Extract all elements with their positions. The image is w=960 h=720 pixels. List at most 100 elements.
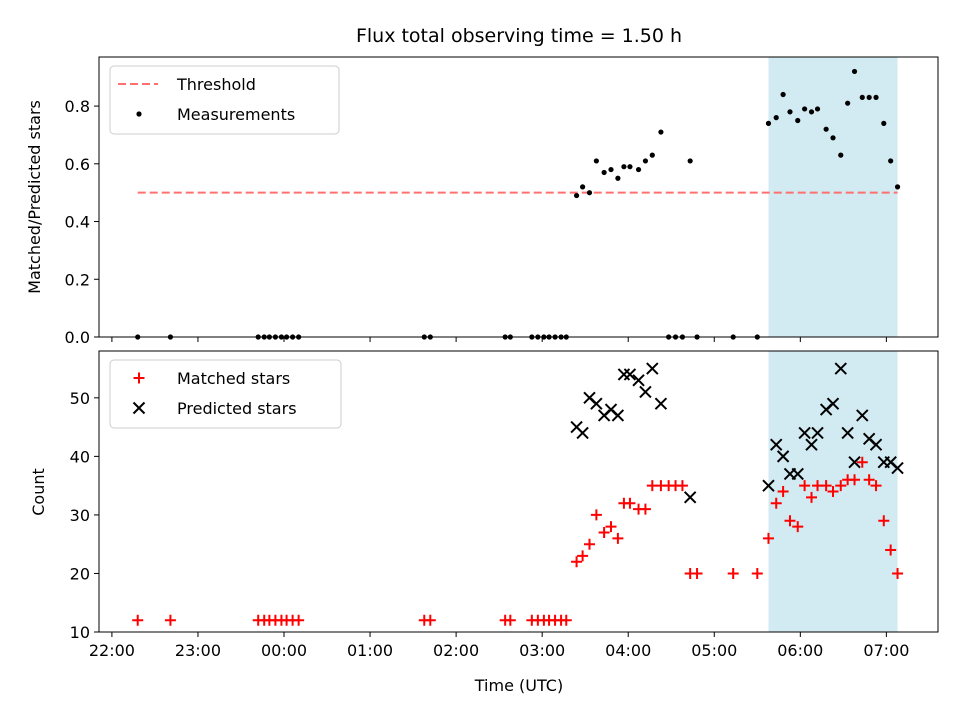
matched-stars-point [792, 521, 804, 533]
predicted-stars-point [826, 397, 840, 410]
x-tick-label: 03:00 [519, 641, 565, 660]
legend-measurements-swatch [136, 111, 142, 117]
count-panel: 10 20 30 40 50 22:00 23:00 00:00 01:00 02:00 03:0… [29, 350, 939, 660]
matched-stars-point [806, 491, 818, 503]
x-tick-label: 07:00 [863, 641, 909, 660]
measurements-point [866, 94, 872, 101]
measurements-point [845, 100, 851, 106]
legend-measurements-label: Measurements [177, 105, 295, 124]
x-tick: 04:00 [605, 632, 651, 660]
matched-stars-point [878, 515, 890, 527]
matched-stars-point [863, 474, 875, 486]
chart-title: Flux total observing time = 1.50 h [356, 25, 682, 47]
predicted-stars-point [811, 426, 824, 440]
matched-stars-point [132, 614, 144, 626]
measurements-point [802, 106, 808, 112]
measurements-point [593, 158, 599, 164]
predicted-stars-point [856, 409, 869, 422]
matched-stars-point [560, 614, 572, 626]
predicted-stars-point [891, 461, 904, 475]
matched-stars-point [856, 456, 868, 468]
measurements-point [780, 91, 786, 98]
matched-stars-point [424, 614, 436, 626]
matched-stars-point [820, 480, 832, 492]
matched-stars-point [885, 544, 897, 556]
predicted-stars-point [646, 362, 659, 375]
y-tick: 0.6 [65, 155, 99, 174]
y-tick-label: 40 [70, 447, 90, 466]
predicted-stars-point [770, 438, 783, 451]
predicted-stars-point [632, 374, 645, 387]
x-tick-label: 04:00 [605, 641, 651, 660]
predicted-stars-point [834, 362, 847, 375]
measurements-point [823, 126, 829, 132]
x-tick: 23:00 [175, 632, 221, 660]
x-tick-label: 23:00 [175, 641, 221, 660]
predicted-stars-point [611, 409, 625, 422]
predicted-stars-point [639, 385, 652, 399]
matched-stars-point [598, 526, 610, 538]
ratio-panel-y-ticks: 0.0 0.2 0.4 0.6 0.8 [65, 97, 99, 347]
x-tick-label: 02:00 [433, 641, 479, 660]
measurements-point [586, 190, 593, 196]
measurements-point [642, 158, 649, 164]
x-tick: 02:00 [433, 632, 479, 660]
y-tick: 30 [70, 506, 99, 525]
matched-stars-point [293, 614, 305, 626]
y-tick: 20 [70, 564, 99, 583]
y-tick: 10 [70, 623, 99, 642]
measurements-point [687, 158, 693, 164]
matched-stars-point [892, 567, 904, 579]
x-tick-label: 06:00 [777, 641, 823, 660]
count-panel-marks [132, 362, 904, 626]
matched-stars-point [835, 480, 847, 492]
legend-matched-stars-label: Matched stars [177, 369, 290, 388]
y-tick-label: 30 [70, 506, 90, 525]
matched-stars-point [590, 509, 602, 521]
predicted-stars-point [762, 479, 775, 492]
y-tick-label: 20 [70, 564, 90, 583]
y-tick-label: 0.2 [65, 270, 90, 289]
legend-predicted-stars-label: Predicted stars [177, 399, 297, 418]
count-panel-x-ticks: 22:00 23:00 00:00 01:00 02:00 03:00 04:00 05:00… [89, 632, 909, 660]
ratio-panel-y-axis-title: Matched/Predicted stars [25, 100, 44, 294]
measurements-point [859, 94, 865, 101]
ratio-panel-frame [98, 56, 939, 338]
measurements-point [601, 169, 607, 176]
matched-stars-point [639, 503, 651, 515]
y-tick: 0.0 [65, 328, 99, 347]
matched-stars-point [870, 480, 882, 492]
matched-stars-point [577, 550, 589, 562]
y-tick-label: 0.8 [65, 97, 90, 116]
predicted-stars-point [798, 426, 811, 440]
measurements-point [795, 117, 801, 124]
measurements-point [649, 152, 655, 158]
y-tick-label: 0.0 [65, 328, 90, 347]
y-tick: 50 [70, 389, 99, 408]
measurements-point [851, 68, 858, 75]
x-tick-label: 00:00 [261, 641, 307, 660]
matched-stars-point [770, 497, 782, 509]
predicted-stars-point [869, 438, 883, 451]
matched-stars-point [571, 556, 583, 568]
predicted-stars-point [623, 368, 637, 381]
count-panel-legend: Matched stars Predicted stars [109, 359, 342, 429]
matched-stars-point [583, 538, 595, 550]
legend-matched-stars-swatch [133, 372, 145, 384]
predicted-stars-point [791, 467, 804, 481]
legend-box [109, 359, 342, 429]
ratio-panel: 0.00.20.40.60.8 Matched/Predicted stars … [25, 56, 939, 347]
x-tick: 01:00 [347, 632, 393, 660]
predicted-stars-point [841, 426, 854, 440]
y-tick-label: 10 [70, 623, 90, 642]
count-panel-y-axis-title: Count [29, 468, 48, 516]
matched-stars-point [777, 486, 789, 497]
x-tick: 06:00 [777, 632, 823, 660]
y-tick: 40 [70, 447, 99, 466]
x-tick: 22:00 [89, 632, 135, 660]
legend-predicted-stars-swatch [132, 401, 146, 415]
legend-threshold-label: Threshold [176, 75, 256, 94]
x-axis-title: Time (UTC) [474, 676, 563, 695]
matched-stars-point [624, 497, 636, 509]
